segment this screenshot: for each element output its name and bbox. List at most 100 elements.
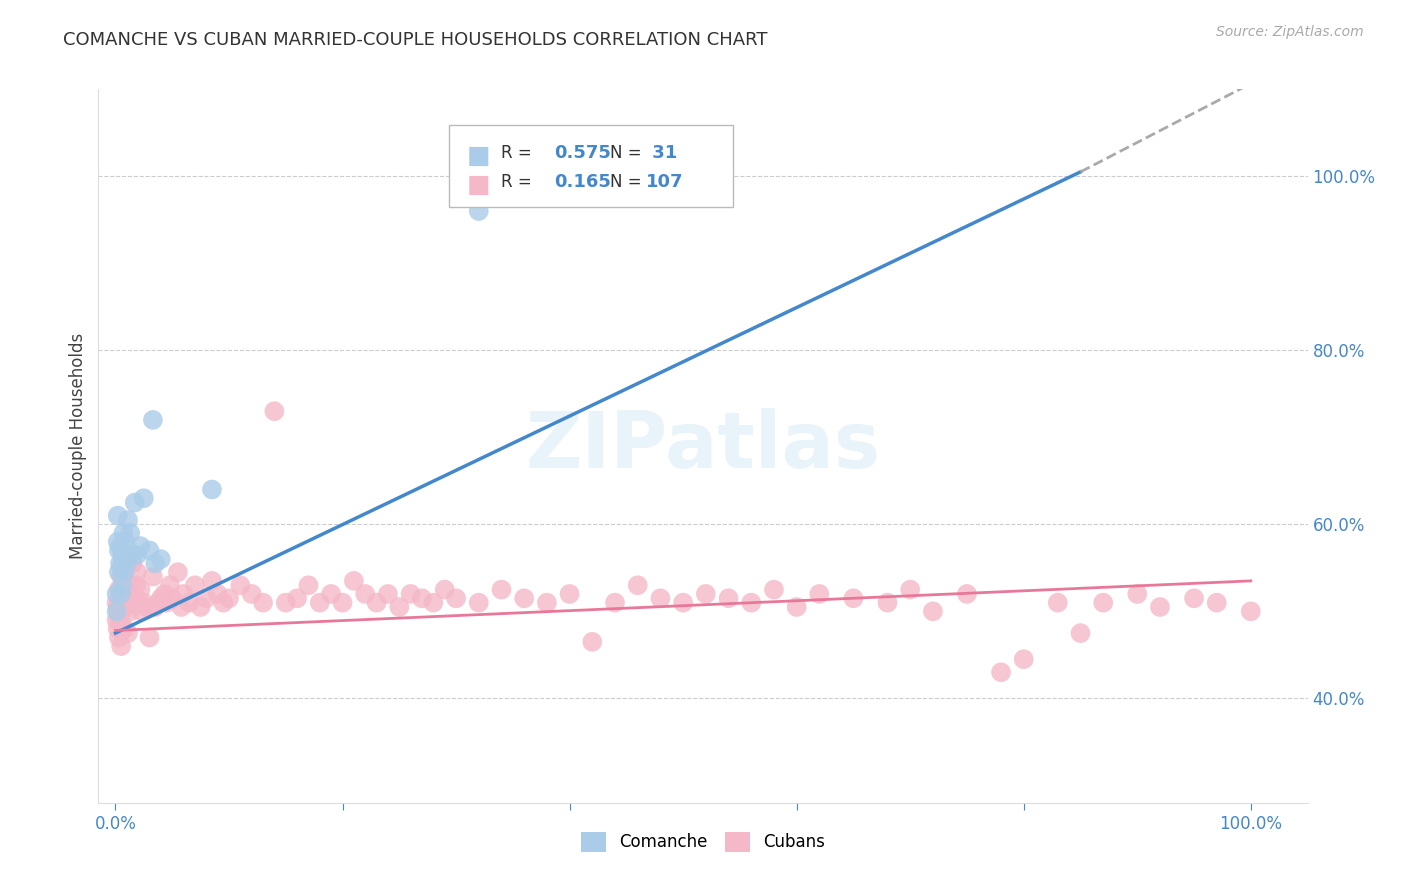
Point: [108, 591, 131, 606]
Point: [876, 596, 898, 610]
Point: [297, 578, 319, 592]
Point: [149, 552, 172, 566]
Point: [990, 665, 1012, 680]
Point: [240, 587, 263, 601]
Point: [1240, 604, 1263, 618]
Point: [212, 596, 235, 610]
Point: [627, 578, 650, 592]
Point: [717, 591, 740, 606]
Point: [558, 587, 581, 601]
Point: [108, 613, 131, 627]
Point: [1069, 626, 1091, 640]
Point: [377, 587, 399, 601]
Point: [124, 596, 146, 610]
Point: [153, 587, 176, 601]
Point: [115, 557, 138, 571]
Text: ZIPatlas: ZIPatlas: [526, 408, 880, 484]
Text: 0.165: 0.165: [554, 173, 612, 192]
Point: [125, 548, 148, 562]
Point: [110, 561, 132, 575]
Point: [170, 599, 193, 614]
Point: [321, 587, 343, 601]
Point: [108, 565, 131, 579]
Text: R =: R =: [501, 173, 531, 192]
Point: [111, 548, 134, 562]
Point: [131, 604, 153, 618]
Point: [108, 539, 131, 553]
Point: [1046, 596, 1069, 610]
Point: [695, 587, 717, 601]
Point: [167, 565, 190, 579]
Point: [132, 491, 155, 506]
Point: [740, 596, 762, 610]
Point: [399, 587, 422, 601]
Point: [114, 599, 136, 614]
Point: [121, 596, 143, 610]
Point: [138, 543, 160, 558]
Point: [922, 604, 945, 618]
Point: [110, 596, 132, 610]
Point: [114, 565, 136, 579]
Point: [118, 548, 141, 562]
Point: [111, 604, 134, 618]
Point: [129, 582, 152, 597]
Point: [603, 596, 626, 610]
Point: [148, 596, 170, 610]
Point: [195, 591, 218, 606]
Point: [354, 587, 377, 601]
Point: [107, 599, 129, 614]
Point: [107, 534, 129, 549]
Text: 0.575: 0.575: [554, 145, 612, 162]
Point: [117, 626, 139, 640]
Point: [1205, 596, 1227, 610]
Point: [808, 587, 831, 601]
Point: [114, 622, 136, 636]
Point: [114, 596, 136, 610]
Point: [127, 596, 149, 610]
Point: [201, 483, 224, 497]
Point: [155, 596, 177, 610]
Point: [411, 591, 433, 606]
Point: [112, 552, 135, 566]
Point: [285, 591, 308, 606]
Point: [159, 578, 181, 592]
Text: N =: N =: [610, 173, 641, 192]
Point: [115, 596, 138, 610]
Y-axis label: Married-couple Households: Married-couple Households: [69, 333, 87, 559]
Point: [173, 587, 195, 601]
Point: [143, 599, 166, 614]
Point: [672, 596, 695, 610]
Point: [114, 534, 136, 549]
Point: [108, 543, 131, 558]
Point: [132, 596, 155, 610]
Point: [263, 404, 285, 418]
Point: [143, 557, 166, 571]
Point: [124, 495, 146, 509]
Point: [120, 526, 142, 541]
Legend: Comanche, Cubans: Comanche, Cubans: [575, 825, 831, 859]
Point: [536, 596, 558, 610]
Point: [388, 599, 411, 614]
Text: 31: 31: [647, 145, 678, 162]
Point: [149, 591, 172, 606]
Point: [468, 596, 491, 610]
Point: [110, 639, 132, 653]
Point: [650, 591, 672, 606]
Point: [108, 604, 131, 618]
Point: [142, 413, 165, 427]
Point: [444, 591, 467, 606]
Point: [115, 587, 138, 601]
Point: [120, 604, 142, 618]
Point: [513, 591, 536, 606]
Point: [108, 582, 131, 597]
Point: [142, 569, 165, 583]
Point: [762, 582, 785, 597]
Point: [125, 578, 148, 592]
Point: [581, 635, 603, 649]
Point: [332, 596, 354, 610]
Point: [105, 596, 128, 610]
Point: [184, 578, 207, 592]
Point: [107, 622, 129, 636]
Point: [112, 526, 135, 541]
Point: [105, 604, 128, 618]
